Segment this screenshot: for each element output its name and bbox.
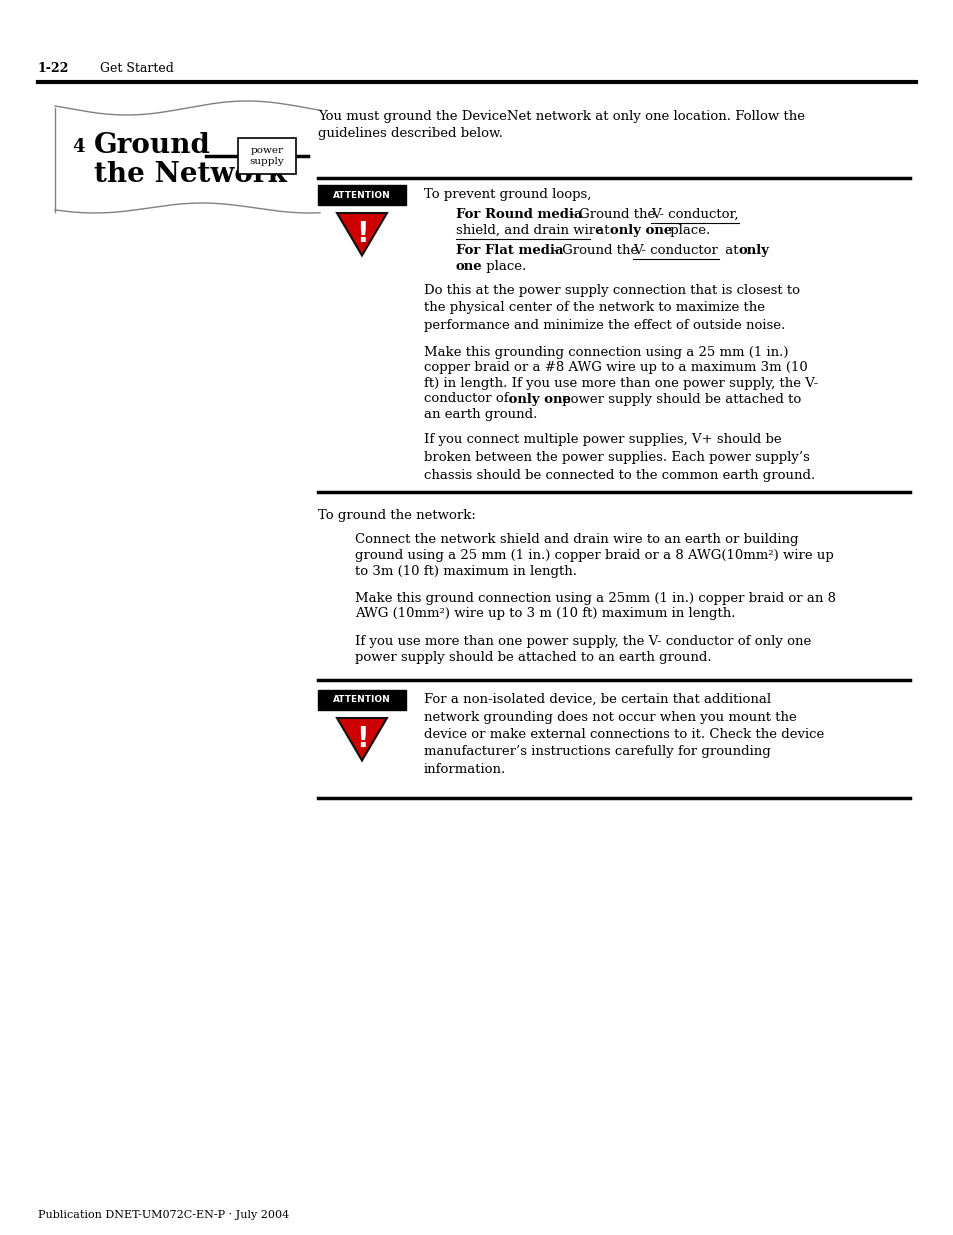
Text: power supply should be attached to an earth ground.: power supply should be attached to an ea…: [355, 651, 711, 663]
Text: To prevent ground loops,: To prevent ground loops,: [423, 188, 591, 201]
Text: - Ground the: - Ground the: [548, 245, 641, 257]
Bar: [237, 138, 295, 174]
Text: You must ground the DeviceNet network at only one location. Follow the: You must ground the DeviceNet network at…: [317, 110, 804, 124]
Bar: [317, 690, 406, 710]
Text: shield, and drain wire: shield, and drain wire: [456, 224, 602, 237]
Text: Do this at the power supply connection that is closest to
the physical center of: Do this at the power supply connection t…: [423, 284, 800, 332]
Text: If you connect multiple power supplies, V+ should be
broken between the power su: If you connect multiple power supplies, …: [423, 433, 815, 482]
Text: !: !: [355, 725, 368, 753]
Text: 1-22: 1-22: [38, 62, 70, 74]
Text: at: at: [720, 245, 742, 257]
Text: !: !: [355, 220, 368, 248]
Text: ft) in length. If you use more than one power supply, the V-: ft) in length. If you use more than one …: [423, 377, 818, 390]
Text: For a non-isolated device, be certain that additional
network grounding does not: For a non-isolated device, be certain th…: [423, 693, 823, 776]
Bar: [317, 185, 406, 205]
Text: For Round media: For Round media: [456, 207, 582, 221]
Text: only one: only one: [609, 224, 672, 237]
Text: Get Started: Get Started: [100, 62, 173, 74]
Text: to 3m (10 ft) maximum in length.: to 3m (10 ft) maximum in length.: [355, 564, 577, 578]
Text: place.: place.: [665, 224, 709, 237]
Text: only: only: [739, 245, 769, 257]
Text: the Network: the Network: [94, 161, 287, 188]
Text: only one: only one: [503, 393, 570, 405]
Text: To ground the network:: To ground the network:: [317, 510, 476, 522]
Text: Connect the network shield and drain wire to an earth or building: Connect the network shield and drain wir…: [355, 534, 798, 547]
Polygon shape: [336, 718, 387, 761]
Text: at: at: [592, 224, 613, 237]
Text: If you use more than one power supply, the V- conductor of only one: If you use more than one power supply, t…: [355, 635, 810, 648]
Text: conductor of: conductor of: [423, 393, 508, 405]
Text: an earth ground.: an earth ground.: [423, 408, 537, 421]
Text: place.: place.: [481, 261, 526, 273]
Text: V- conductor,: V- conductor,: [650, 207, 738, 221]
Text: Ground: Ground: [94, 132, 211, 159]
Text: 4: 4: [71, 138, 85, 156]
Text: copper braid or a #8 AWG wire up to a maximum 3m (10: copper braid or a #8 AWG wire up to a ma…: [423, 362, 807, 374]
Text: power
supply: power supply: [250, 146, 284, 165]
Polygon shape: [336, 212, 387, 256]
Text: V- conductor: V- conductor: [633, 245, 717, 257]
Text: power supply should be attached to: power supply should be attached to: [558, 393, 801, 405]
Text: ground using a 25 mm (1 in.) copper braid or a 8 AWG(10mm²) wire up: ground using a 25 mm (1 in.) copper brai…: [355, 550, 833, 562]
Text: guidelines described below.: guidelines described below.: [317, 127, 502, 140]
Text: ATTENTION: ATTENTION: [333, 695, 391, 704]
Text: one: one: [456, 261, 482, 273]
Text: AWG (10mm²) wire up to 3 m (10 ft) maximum in length.: AWG (10mm²) wire up to 3 m (10 ft) maxim…: [355, 608, 735, 620]
Text: Publication DNET-UM072C-EN-P · July 2004: Publication DNET-UM072C-EN-P · July 2004: [38, 1210, 289, 1220]
Text: For Flat media: For Flat media: [456, 245, 563, 257]
Text: ATTENTION: ATTENTION: [333, 190, 391, 200]
Text: - Ground the: - Ground the: [565, 207, 659, 221]
Text: Make this grounding connection using a 25 mm (1 in.): Make this grounding connection using a 2…: [423, 346, 788, 359]
Text: Make this ground connection using a 25mm (1 in.) copper braid or an 8: Make this ground connection using a 25mm…: [355, 592, 835, 605]
